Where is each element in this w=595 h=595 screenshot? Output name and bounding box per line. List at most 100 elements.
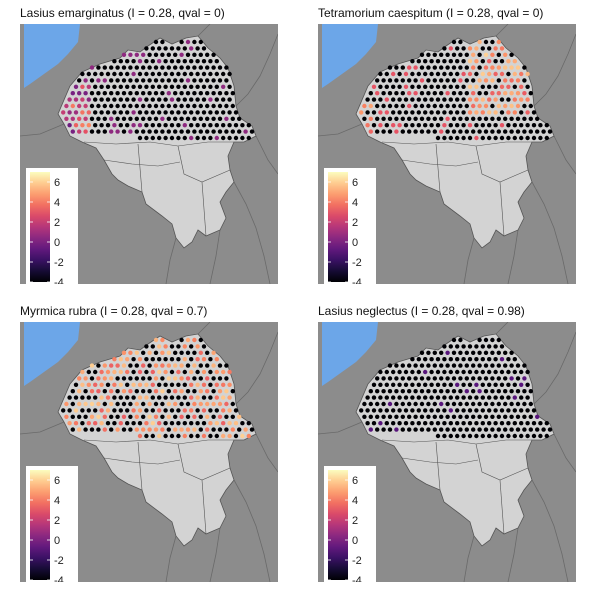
grid-dot (432, 65, 437, 70)
grid-dot (176, 421, 181, 426)
grid-dot (160, 129, 165, 134)
grid-dot (137, 369, 143, 375)
grid-dot (169, 71, 175, 77)
grid-dot (99, 110, 104, 115)
grid-dot (198, 39, 203, 45)
grid-dot (224, 116, 229, 122)
grid-dot (442, 71, 447, 77)
neighbor-border (233, 479, 271, 582)
province-border (83, 439, 234, 445)
grid-dot (144, 408, 149, 413)
grid-dot (435, 357, 441, 362)
grid-dot (442, 344, 447, 349)
grid-dot (493, 421, 498, 426)
grid-dot (176, 71, 181, 77)
grid-dot (474, 344, 479, 349)
grid-dot (153, 91, 159, 96)
grid-dot (384, 421, 389, 426)
grid-dot (179, 350, 184, 355)
grid-dot (442, 46, 447, 51)
grid-dot (211, 52, 216, 57)
grid-dot (80, 123, 85, 128)
grid-dot (525, 395, 530, 400)
grid-dot (391, 110, 396, 115)
grid-dot (490, 103, 495, 109)
grid-dot (464, 427, 469, 432)
grid-dot (541, 427, 546, 432)
grid-dot (233, 135, 239, 141)
grid-dot (423, 369, 428, 375)
grid-dot (499, 84, 505, 89)
province-border (103, 159, 181, 167)
grid-dot (487, 433, 492, 439)
grid-dot (233, 123, 239, 128)
grid-dot (134, 389, 139, 394)
legend-colorbar (328, 172, 348, 282)
grid-dot (137, 357, 143, 362)
grid-dot (208, 357, 213, 362)
grid-dot (506, 421, 511, 426)
grid-dot (217, 363, 223, 368)
grid-dot (471, 91, 476, 96)
neighbor-border (209, 229, 221, 284)
grid-dot (378, 71, 383, 77)
grid-dot (163, 46, 168, 51)
grid-dot (413, 116, 418, 122)
legend-tick-label: 2 (54, 217, 60, 229)
grid-dot (394, 389, 399, 394)
grid-dot (483, 427, 489, 432)
grid-dot (509, 376, 514, 381)
legend-tick-label: -4 (352, 277, 362, 284)
grid-dot (176, 135, 181, 141)
grid-dot (464, 65, 469, 70)
grid-dot (464, 363, 469, 368)
grid-dot (230, 401, 235, 407)
grid-dot (490, 78, 495, 83)
grid-dot (531, 135, 537, 141)
grid-dot (471, 103, 476, 109)
grid-dot (73, 408, 79, 413)
grid-dot (93, 110, 98, 115)
grid-dot (535, 427, 540, 432)
grid-dot (499, 382, 505, 387)
grid-dot (493, 46, 498, 51)
neighbor-border (533, 33, 576, 107)
grid-dot (464, 91, 469, 96)
grid-dot (477, 65, 482, 70)
grid-dot (544, 123, 549, 128)
grid-dot (487, 408, 492, 413)
grid-dot (217, 91, 223, 96)
grid-dot (455, 408, 460, 413)
grid-dot (413, 427, 418, 432)
grid-dot (102, 103, 108, 109)
grid-dot (359, 110, 364, 115)
grid-dot (176, 97, 181, 102)
grid-dot (368, 91, 373, 96)
grid-dot (480, 123, 485, 128)
grid-dot (157, 344, 162, 349)
grid-dot (109, 116, 114, 122)
grid-dot (201, 97, 207, 102)
grid-dot (384, 408, 389, 413)
grid-dot (157, 433, 162, 439)
grid-dot (490, 116, 495, 122)
grid-dot (169, 382, 175, 387)
grid-dot (368, 103, 373, 109)
neighbor-border (197, 322, 211, 335)
grid-dot (448, 433, 453, 439)
grid-dot (121, 52, 127, 57)
grid-dot (131, 59, 136, 64)
grid-dot (522, 376, 527, 381)
grid-dot (381, 91, 386, 96)
grid-dot (496, 363, 501, 368)
province-border (401, 159, 479, 167)
grid-dot (397, 84, 402, 89)
grid-dot (490, 414, 495, 419)
grid-dot (445, 389, 450, 394)
grid-dot (166, 129, 171, 134)
grid-dot (506, 71, 511, 77)
grid-dot (77, 427, 82, 432)
grid-dot (451, 116, 457, 122)
grid-dot (394, 116, 399, 122)
